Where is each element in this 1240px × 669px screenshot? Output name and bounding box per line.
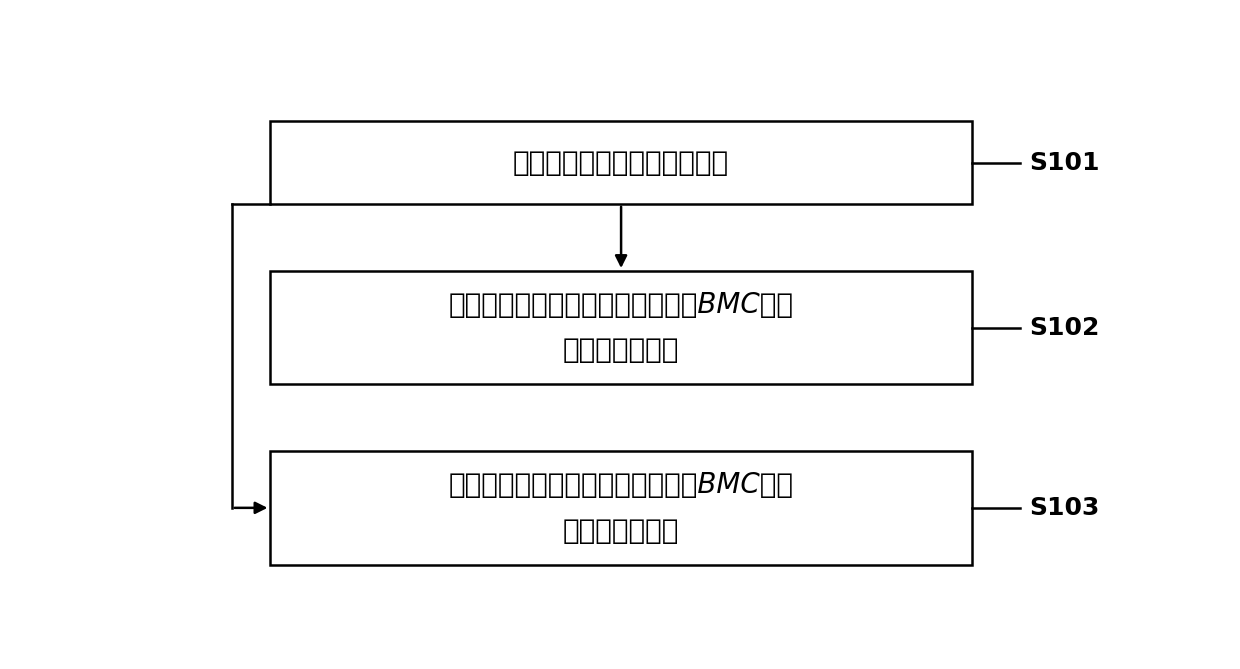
Text: 若工作电源的数量为一个，则控制BMC启动
单电源工作模式: 若工作电源的数量为一个，则控制BMC启动 单电源工作模式 [449, 291, 794, 365]
Bar [270, 451, 972, 565]
Text: S101: S101 [1029, 151, 1100, 175]
Text: 若工作电源的数量为两个，则控制BMC启动
双电源工作模式: 若工作电源的数量为两个，则控制BMC启动 双电源工作模式 [449, 471, 794, 545]
Bar [270, 122, 972, 204]
Text: S103: S103 [1029, 496, 1100, 520]
Text: 监测服务器的工作电源的数量: 监测服务器的工作电源的数量 [513, 149, 729, 177]
Bar [270, 271, 972, 384]
Text: S102: S102 [1029, 316, 1100, 340]
